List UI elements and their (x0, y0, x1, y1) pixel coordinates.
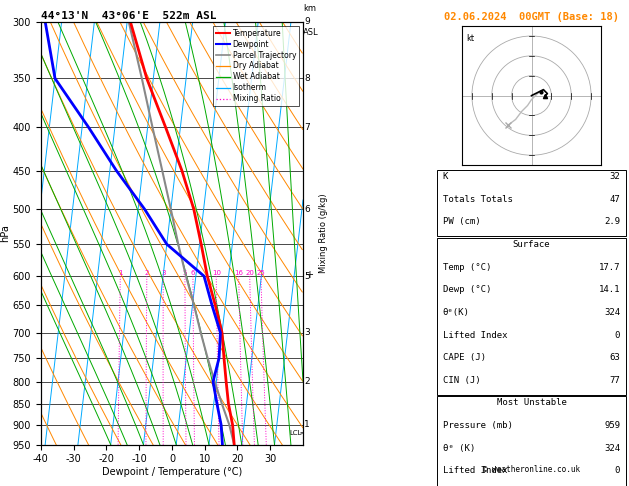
Text: 16: 16 (234, 270, 243, 276)
Text: 3: 3 (161, 270, 165, 276)
Text: 63: 63 (610, 353, 620, 362)
X-axis label: Dewpoint / Temperature (°C): Dewpoint / Temperature (°C) (102, 467, 242, 477)
Text: Totals Totals: Totals Totals (443, 195, 513, 204)
Text: θᵉ(K): θᵉ(K) (443, 308, 470, 317)
Text: Surface: Surface (513, 240, 550, 249)
Text: 77: 77 (610, 376, 620, 385)
Text: 6: 6 (304, 205, 310, 214)
Text: 0: 0 (615, 330, 620, 340)
Text: © weatheronline.co.uk: © weatheronline.co.uk (483, 465, 580, 474)
Text: 02.06.2024  00GMT (Base: 18): 02.06.2024 00GMT (Base: 18) (444, 12, 619, 22)
Text: 17.7: 17.7 (599, 263, 620, 272)
Text: PW (cm): PW (cm) (443, 217, 481, 226)
Text: Lifted Index: Lifted Index (443, 330, 508, 340)
Bar (437, 396, 626, 486)
Text: 7: 7 (304, 123, 310, 132)
Text: 10: 10 (212, 270, 221, 276)
Text: Dewp (°C): Dewp (°C) (443, 285, 491, 295)
Text: 20: 20 (245, 270, 254, 276)
Text: 5: 5 (183, 270, 187, 276)
Text: CIN (J): CIN (J) (443, 376, 481, 385)
Text: ASL: ASL (303, 28, 319, 37)
Text: 3: 3 (304, 328, 310, 337)
Text: 324: 324 (604, 444, 620, 453)
Text: 47: 47 (610, 195, 620, 204)
Text: Most Unstable: Most Unstable (496, 399, 567, 407)
Text: CAPE (J): CAPE (J) (443, 353, 486, 362)
Text: 8: 8 (304, 74, 310, 83)
Text: 2.9: 2.9 (604, 217, 620, 226)
Text: 2: 2 (145, 270, 149, 276)
Text: 44°13'N  43°06'E  522m ASL: 44°13'N 43°06'E 522m ASL (41, 11, 216, 21)
Text: 959: 959 (604, 421, 620, 430)
Text: 5: 5 (304, 272, 310, 280)
Legend: Temperature, Dewpoint, Parcel Trajectory, Dry Adiabat, Wet Adiabat, Isotherm, Mi: Temperature, Dewpoint, Parcel Trajectory… (213, 26, 299, 106)
Text: 32: 32 (610, 172, 620, 181)
Text: Lifted Index: Lifted Index (443, 467, 508, 475)
Text: 2: 2 (304, 377, 310, 386)
Text: 1: 1 (304, 420, 310, 429)
Y-axis label: hPa: hPa (0, 225, 10, 242)
Text: 324: 324 (604, 308, 620, 317)
Text: LCL: LCL (290, 430, 303, 436)
Text: Pressure (mb): Pressure (mb) (443, 421, 513, 430)
Text: Mixing Ratio (g/kg): Mixing Ratio (g/kg) (320, 193, 328, 273)
Text: K: K (443, 172, 448, 181)
Text: θᵉ (K): θᵉ (K) (443, 444, 475, 453)
Text: 14.1: 14.1 (599, 285, 620, 295)
Text: Temp (°C): Temp (°C) (443, 263, 491, 272)
Text: 6: 6 (191, 270, 195, 276)
Text: 9: 9 (304, 17, 310, 26)
Bar (437, 170, 626, 236)
Text: 0: 0 (615, 467, 620, 475)
Text: 25: 25 (257, 270, 265, 276)
Bar (437, 238, 626, 395)
Text: 1: 1 (118, 270, 123, 276)
Text: +: + (304, 270, 313, 280)
Text: km: km (303, 4, 316, 14)
